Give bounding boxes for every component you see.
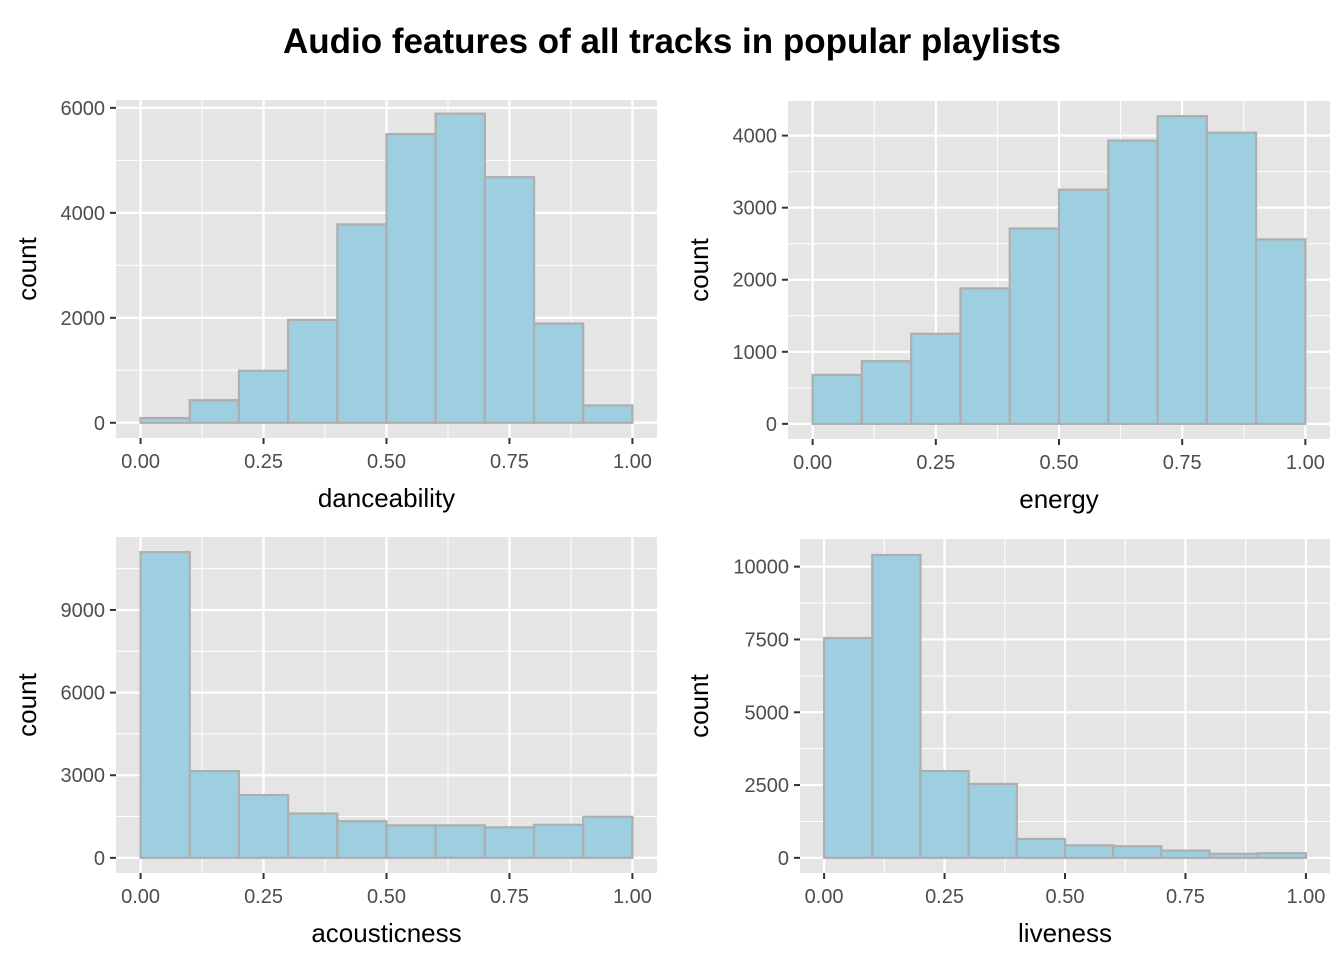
histogram-bar xyxy=(483,176,536,424)
histogram-bar xyxy=(919,769,970,859)
chart-title: Audio features of all tracks in popular … xyxy=(283,22,1061,61)
x-tick-label: 0.00 xyxy=(121,886,160,908)
x-tick-label: 0.25 xyxy=(244,451,283,473)
x-tick-label: 0.00 xyxy=(121,451,160,473)
x-tick-label: 1.00 xyxy=(1286,452,1325,474)
y-tick-label: 9000 xyxy=(61,600,106,622)
x-tick-label: 1.00 xyxy=(1286,886,1325,908)
histogram-bar xyxy=(860,360,913,425)
x-tick-label: 0.50 xyxy=(367,451,406,473)
histogram-bar xyxy=(1254,238,1307,425)
histogram-bar xyxy=(336,820,388,859)
histogram-bar xyxy=(1057,188,1110,425)
histogram-bar xyxy=(1063,844,1115,859)
histogram-bar xyxy=(188,769,241,859)
x-tick-label: 0.75 xyxy=(490,886,529,908)
y-tick-label: 3000 xyxy=(733,198,778,220)
x-tick-label: 0.50 xyxy=(1040,452,1079,474)
x-tick-label: 0.75 xyxy=(490,451,529,473)
histogram-acousticness: 0.00 0.25 0.50 0.75 1.00 0 3000 6000 9000 acousti… xyxy=(12,537,657,948)
x-axis-label: acousticness xyxy=(311,918,461,948)
y-tick-label: 3000 xyxy=(61,765,106,787)
histogram-bar xyxy=(385,824,437,859)
histogram-energy: 0.00 0.25 0.50 0.75 1.00 0 1000 2000 3000 4000 ene… xyxy=(684,101,1330,514)
histogram-bar xyxy=(188,399,241,424)
x-tick-label: 0.75 xyxy=(1163,452,1202,474)
histogram-bar xyxy=(336,223,388,424)
histogram-bar xyxy=(582,815,634,859)
histogram-bar xyxy=(532,823,585,859)
histogram-bar xyxy=(287,812,339,859)
x-tick-label: 0.25 xyxy=(244,886,283,908)
histogram-liveness: 0.00 0.25 0.50 0.75 1.00 0 2500 5000 7500 10000 li… xyxy=(684,539,1330,948)
histogram-bar xyxy=(959,287,1011,425)
histogram-bar xyxy=(582,404,634,424)
y-tick-label: 0 xyxy=(94,848,105,870)
x-tick-label: 1.00 xyxy=(613,451,652,473)
y-axis-label: count xyxy=(12,672,42,736)
histogram-bar xyxy=(1160,849,1211,859)
histogram-bar xyxy=(139,551,191,859)
y-tick-label: 5000 xyxy=(745,702,790,724)
y-axis-label: count xyxy=(684,673,714,737)
histogram-bar xyxy=(967,782,1018,859)
x-axis-label: energy xyxy=(1019,484,1099,514)
histogram-bar xyxy=(434,824,486,859)
histogram-bar xyxy=(811,373,864,425)
histogram-bar xyxy=(1256,852,1308,859)
y-tick-label: 6000 xyxy=(61,683,106,705)
y-tick-label: 1000 xyxy=(733,342,778,364)
histogram-bar xyxy=(1112,845,1163,859)
histogram-bar xyxy=(1205,131,1258,425)
histogram-danceability: 0.00 0.25 0.50 0.75 1.00 0 2000 4000 6000 danceab… xyxy=(12,98,657,513)
y-tick-label: 2500 xyxy=(745,775,790,797)
histogram-bar xyxy=(237,369,290,424)
y-tick-label: 0 xyxy=(778,848,789,870)
histogram-bar xyxy=(385,133,437,424)
x-tick-label: 0.25 xyxy=(925,886,964,908)
y-tick-label: 7500 xyxy=(745,629,790,651)
histogram-bar xyxy=(910,332,962,425)
x-axis-label: danceability xyxy=(318,483,455,513)
x-tick-label: 0.00 xyxy=(805,886,844,908)
y-tick-label: 0 xyxy=(766,414,777,436)
histogram-bar xyxy=(871,553,922,859)
y-tick-label: 0 xyxy=(94,413,105,435)
histogram-bar xyxy=(1015,837,1067,859)
x-tick-label: 0.50 xyxy=(367,886,406,908)
histogram-bar xyxy=(822,636,874,859)
y-tick-label: 10000 xyxy=(733,557,789,579)
x-axis-label: liveness xyxy=(1018,918,1112,948)
histogram-bar xyxy=(434,112,486,424)
histogram-bar xyxy=(1008,227,1061,425)
y-tick-label: 4000 xyxy=(61,203,106,225)
x-tick-label: 0.75 xyxy=(1166,886,1205,908)
y-tick-label: 4000 xyxy=(733,126,778,148)
histogram-bar xyxy=(237,793,290,859)
x-tick-label: 0.50 xyxy=(1046,886,1085,908)
histogram-bar xyxy=(287,318,339,424)
y-axis-label: count xyxy=(684,237,714,301)
histogram-bar xyxy=(483,826,536,859)
histogram-bar xyxy=(1156,115,1208,425)
x-tick-label: 1.00 xyxy=(613,886,652,908)
y-axis-label: count xyxy=(12,236,42,300)
histogram-bar xyxy=(139,416,191,424)
y-tick-label: 2000 xyxy=(61,308,106,330)
y-tick-label: 2000 xyxy=(733,270,778,292)
histogram-bar xyxy=(1107,139,1159,425)
histogram-bar xyxy=(532,322,585,424)
x-tick-label: 0.00 xyxy=(793,452,832,474)
histogram-bar xyxy=(1208,852,1259,859)
x-tick-label: 0.25 xyxy=(916,452,955,474)
y-tick-label: 6000 xyxy=(61,98,106,120)
